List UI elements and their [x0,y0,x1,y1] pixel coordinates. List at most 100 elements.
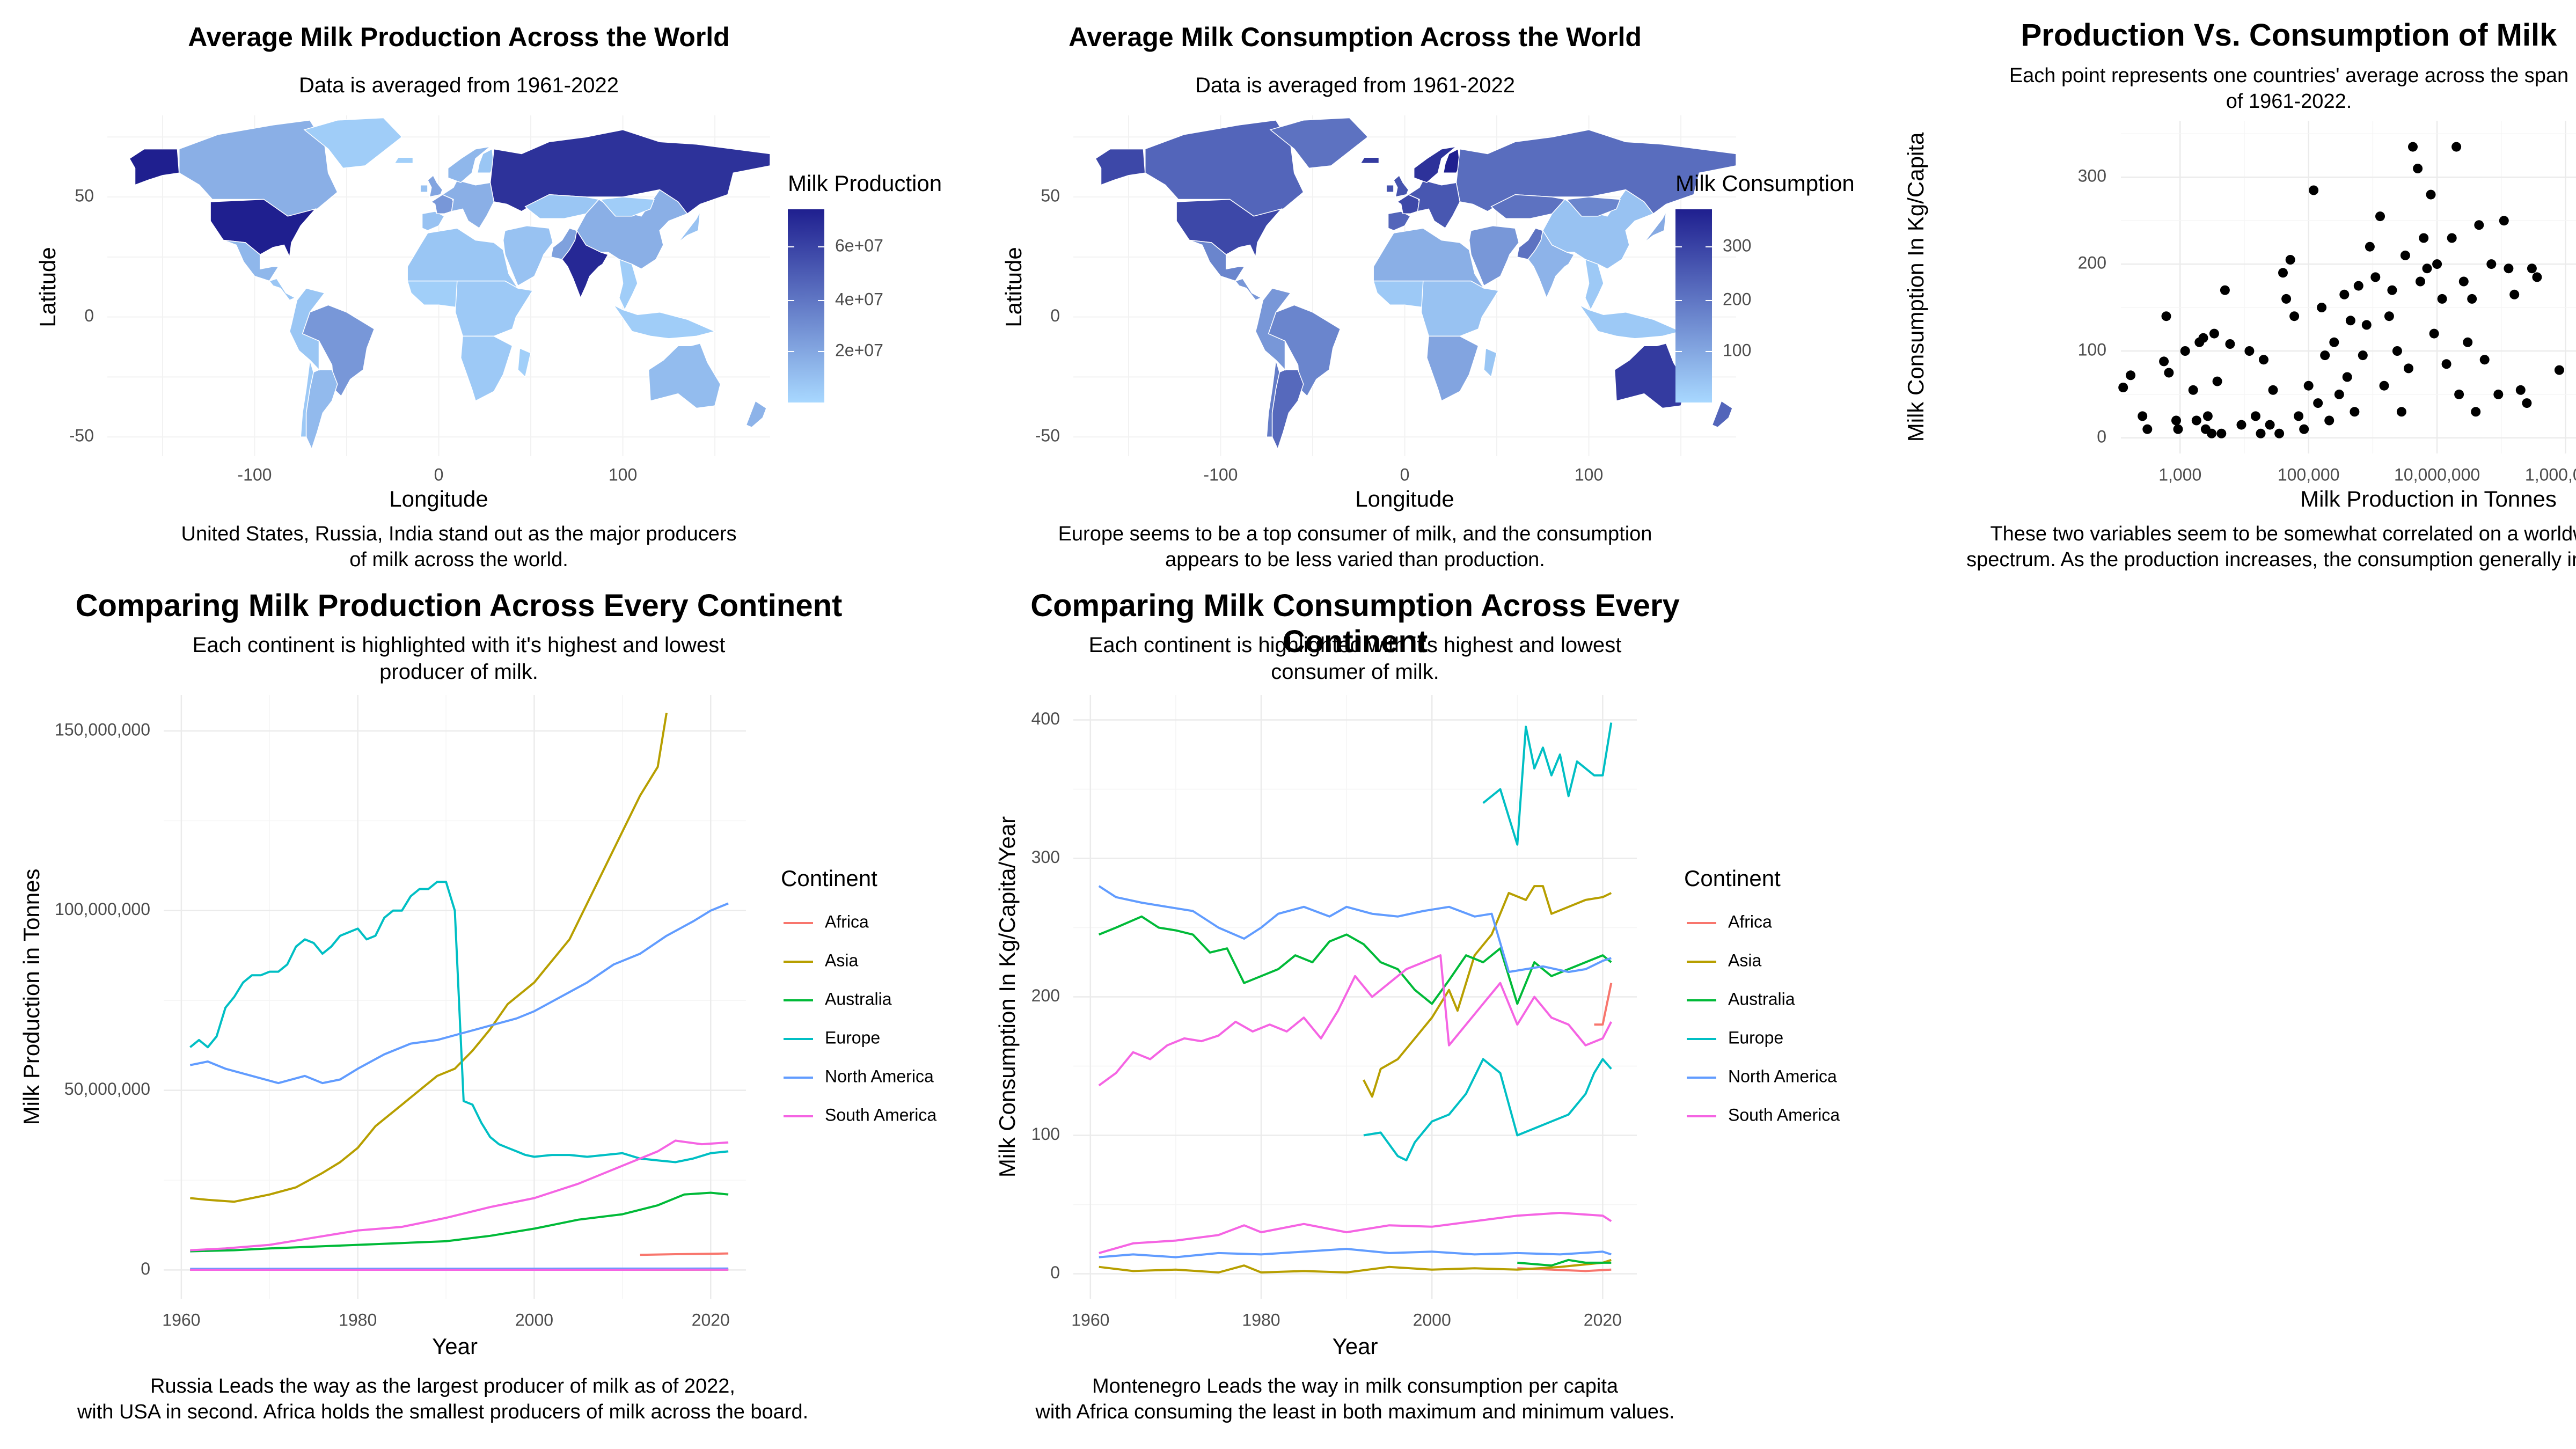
scatter-point [2463,337,2473,347]
legend-tick-label: 2e+07 [835,340,883,360]
scatter-point [2416,276,2425,287]
scatter-point [2527,264,2537,274]
subtitle-line: Each continent is highlighted with it's … [192,633,726,657]
region-scandinavia [447,145,492,184]
scatter-point [2353,281,2363,291]
production-line-panel: 1960 1980 2000 2020 150,000,000 100,000,000 50… [0,580,966,1449]
x-tick-label: 100,000 [2278,465,2340,484]
scatter-point [2259,355,2268,365]
caption-line: United States, Russia, India stand out a… [181,523,737,545]
y-axis-label: Milk Consumption In Kg/Capita [1903,132,1928,442]
region-mongolia [599,196,655,217]
region-finland [477,148,495,174]
x-tick-label: 100 [609,465,637,484]
scatter-point [2216,428,2227,438]
x-tick-label: 0 [434,465,444,484]
production-map-svg: -100 0 100 50 0 -50 Longitude Latitude Milk Prod… [35,115,942,511]
legend-label: Europe [1728,1028,1783,1047]
scatter-point [2281,294,2292,304]
y-tick-label: 50 [75,186,94,205]
x-tick-label: 1960 [162,1310,200,1329]
region-iceland [393,157,414,164]
x-axis-label: Milk Production in Tonnes [2300,486,2557,511]
scatter-point [2474,220,2484,230]
consumption-line-panel: 1960 1980 2000 2020 400 300 200 100 0 Year Milk Co… [966,580,1878,1449]
y-axis-label: Latitude [1001,247,1026,327]
x-tick-label: 2000 [1413,1310,1451,1329]
caption-line: Montenegro Leads the way in milk consump… [1092,1375,1619,1397]
caption-line: appears to be less varied than productio… [1165,548,1545,571]
region-chile [1266,360,1280,437]
scatter-point [2350,407,2360,417]
scatter-point [2320,350,2330,361]
y-tick-label: 100,000,000 [55,899,150,919]
scatter-point [2499,216,2509,226]
region-central-america [1234,278,1262,301]
x-tick-label: -100 [237,465,272,484]
legend-label: North America [825,1066,934,1086]
scatter-point [2486,259,2497,269]
x-tick-label: 1980 [339,1310,377,1329]
legend-tick-label: 6e+07 [835,236,883,255]
scatter-point [2309,185,2319,195]
scatter-point [2289,311,2300,321]
series-line-europe [189,881,729,1163]
scatter-point [2515,385,2526,395]
legend-label: North America [1728,1066,1837,1086]
scatter-point [2471,407,2481,417]
y-tick-label: 100 [1031,1124,1060,1144]
region-britain [1393,174,1409,197]
legend-title: Milk Production [788,171,942,196]
legend-tick-label: 4e+07 [835,289,883,309]
scatter-point [2396,407,2406,417]
region-ireland [1386,184,1394,193]
scatter-point [2522,398,2532,408]
production-map-title: Average Milk Production Across the World [188,22,730,52]
x-tick-label: 2020 [692,1310,730,1329]
scatter-point [2159,356,2169,367]
y-tick-label: 300 [1031,847,1060,867]
scatter-point [2426,189,2436,200]
scatter-point [2317,303,2327,312]
region-indonesia [613,304,716,339]
scatter-point [2467,294,2477,304]
scatter-point [2447,233,2457,243]
region-middle-east [502,225,554,287]
series-line-north-america [1099,1248,1612,1258]
scatter-point [2392,346,2402,356]
scatter-point [2299,424,2309,434]
x-axis-label: Year [432,1334,478,1359]
consumption-line-title: Comparing Milk Consumption Across Every … [1030,588,1680,659]
series-line-asia [190,713,668,1203]
region-india [561,229,609,299]
region-central-africa [455,280,533,337]
region-scandinavia [1413,145,1458,184]
region-canada [1145,120,1304,217]
scatter-point [2138,411,2148,421]
scatter-point [2358,350,2368,361]
scatter-point [2294,411,2304,421]
scatter-point [2375,211,2385,222]
region-brazil [302,304,375,397]
region-greenland [1269,117,1369,169]
y-tick-label: 300 [2078,166,2106,186]
region-britain [427,174,443,197]
subtitle-line: of 1961-2022. [2226,90,2352,113]
scatter-point [2180,346,2190,356]
consumption-line-svg: 1960 1980 2000 2020 400 300 200 100 0 Year Milk Co… [994,695,1840,1359]
x-tick-label: 1,000 [2158,465,2201,484]
scatter-point [2265,420,2275,430]
legend-label: Africa [825,912,869,931]
production-line-caption: Russia Leads the way as the largest prod… [0,1374,885,1425]
x-tick-label: -100 [1203,465,1238,484]
scatter-point [2384,311,2394,321]
y-tick-label: -50 [69,426,94,445]
consumption-line-subtitle: Each continent is highlighted with it's … [966,632,1744,685]
scatter-point [2303,380,2314,391]
region-southern-africa [1426,335,1479,402]
legend-label: Asia [1728,950,1761,970]
series-line-north-america [189,902,729,1085]
series-line-africa [1594,983,1613,1026]
consumption-map-caption: Europe seems to be a top consumer of mil… [966,522,1744,573]
